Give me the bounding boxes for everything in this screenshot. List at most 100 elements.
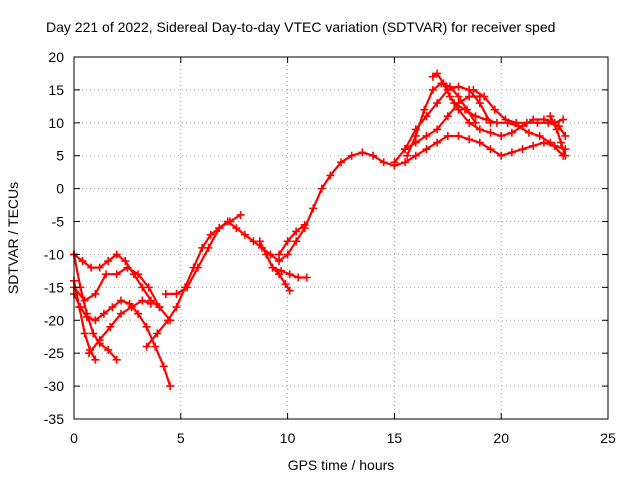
data-point	[317, 184, 326, 193]
data-point	[507, 128, 516, 137]
data-point	[475, 138, 484, 147]
data-point	[87, 263, 96, 272]
data-point	[146, 299, 155, 308]
data-point	[183, 283, 192, 292]
data-point	[390, 158, 399, 167]
data-point	[465, 118, 474, 127]
data-point	[204, 243, 213, 252]
series-line	[88, 299, 152, 354]
y-tick-label: -15	[44, 279, 64, 295]
data-point	[95, 263, 104, 272]
data-point	[546, 138, 555, 147]
data-point	[262, 250, 271, 259]
data-point	[443, 131, 452, 140]
data-point	[116, 296, 125, 305]
data-point	[275, 250, 284, 259]
series-line	[165, 214, 242, 295]
data-point	[465, 135, 474, 144]
data-point	[379, 158, 388, 167]
data-point	[445, 92, 454, 101]
data-point	[347, 151, 356, 160]
data-point	[283, 237, 292, 246]
series-arc-8	[161, 210, 245, 298]
data-point	[433, 69, 442, 78]
data-point	[255, 237, 264, 246]
data-point	[159, 362, 168, 371]
data-point	[490, 105, 499, 114]
data-point	[492, 118, 501, 127]
chart-title: Day 221 of 2022, Sidereal Day-to-day VTE…	[46, 19, 555, 35]
series-arc-11	[275, 220, 309, 259]
data-point	[292, 237, 301, 246]
series-arc-13	[403, 79, 480, 160]
data-point	[283, 250, 292, 259]
x-tick-label: 0	[70, 430, 78, 446]
data-point	[535, 131, 544, 140]
data-point	[529, 141, 538, 150]
data-point	[559, 115, 568, 124]
data-point	[285, 286, 294, 295]
data-point	[112, 355, 121, 364]
data-point	[450, 99, 459, 108]
data-point	[172, 289, 181, 298]
data-point	[544, 118, 553, 127]
data-point	[225, 217, 234, 226]
data-point	[91, 355, 100, 364]
plot-frame	[73, 56, 609, 420]
data-point	[215, 224, 224, 233]
data-point	[454, 131, 463, 140]
y-tick-label: -30	[44, 378, 64, 394]
series-arc-15	[428, 69, 568, 140]
data-point	[121, 257, 130, 266]
data-series	[70, 69, 570, 391]
series-line	[453, 102, 564, 157]
data-point	[486, 145, 495, 154]
data-point	[469, 85, 478, 94]
data-point	[112, 250, 121, 259]
data-point	[428, 72, 437, 81]
data-point	[104, 257, 113, 266]
data-point	[420, 105, 429, 114]
data-point	[91, 289, 100, 298]
data-point	[422, 112, 431, 121]
data-point	[428, 85, 437, 94]
y-tick-label: 10	[48, 115, 64, 131]
series-arc-10	[268, 263, 311, 282]
data-point	[82, 309, 91, 318]
data-point	[294, 273, 303, 282]
series-line	[404, 95, 480, 151]
data-point	[166, 382, 175, 391]
data-point	[91, 316, 100, 325]
data-point	[281, 280, 290, 289]
series-line	[73, 266, 171, 321]
y-tick-label: -25	[44, 345, 64, 361]
data-point	[309, 204, 318, 213]
data-point	[475, 125, 484, 134]
data-point	[401, 158, 410, 167]
data-point	[465, 92, 474, 101]
data-point	[507, 148, 516, 157]
data-point	[138, 296, 147, 305]
x-tick-label: 10	[280, 430, 296, 446]
data-point	[106, 322, 115, 331]
y-tick-label: -35	[44, 411, 64, 427]
data-point	[84, 349, 93, 358]
y-tick-label: -20	[44, 312, 64, 328]
data-point	[127, 303, 136, 312]
data-point	[411, 151, 420, 160]
data-point	[480, 92, 489, 101]
data-point	[102, 270, 111, 279]
data-point	[518, 145, 527, 154]
data-point	[95, 336, 104, 345]
data-point	[155, 303, 164, 312]
x-axis-label: GPS time / hours	[288, 457, 395, 473]
grid-lines	[74, 57, 608, 419]
data-point	[471, 112, 480, 121]
data-point	[134, 270, 143, 279]
y-tick-label: 5	[56, 148, 64, 164]
data-point	[403, 151, 412, 160]
data-point	[524, 128, 533, 137]
data-point	[460, 105, 469, 114]
data-point	[561, 151, 570, 160]
data-point	[236, 210, 245, 219]
